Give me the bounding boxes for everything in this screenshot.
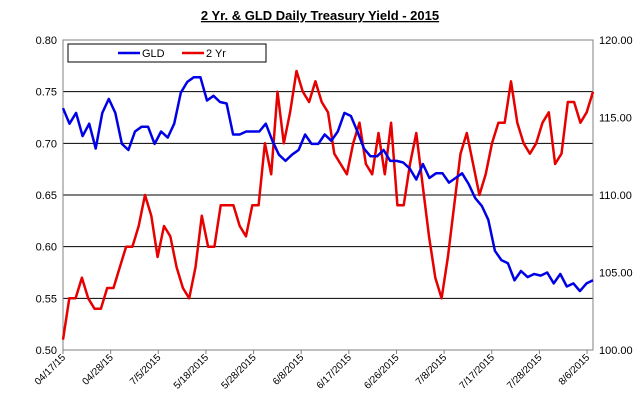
x-tick-label: 8/6/2015 <box>557 352 593 388</box>
right-tick-label: 115.00 <box>599 113 632 125</box>
chart-title: 2 Yr. & GLD Daily Treasury Yield - 2015 <box>201 8 439 23</box>
x-tick-label: 7/28/2015 <box>505 352 545 392</box>
x-axis: 04/17/15 04/28/15 7/5/2015 5/18/2015 5/28/20… <box>33 350 593 392</box>
x-tick-label: 6/26/2015 <box>362 352 402 392</box>
left-tick-label: 0.65 <box>36 190 57 202</box>
left-tick-label: 0.75 <box>36 87 57 99</box>
left-tick-label: 0.80 <box>36 35 57 47</box>
right-tick-label: 105.00 <box>599 268 633 280</box>
legend: GLD 2 Yr <box>67 43 267 63</box>
x-tick-label: 7/17/2015 <box>458 352 498 392</box>
right-tick-label: 110.00 <box>599 190 632 202</box>
left-tick-label: 0.60 <box>36 242 57 254</box>
left-tick-label: 0.70 <box>36 138 57 150</box>
left-y-axis: 0.50 0.55 0.60 0.65 0.70 0.75 0.80 <box>36 35 57 357</box>
x-tick-label: 04/28/15 <box>80 352 116 388</box>
right-tick-label: 100.00 <box>599 345 633 357</box>
series-line-2-yr <box>61 69 595 340</box>
x-tick-label: 7/8/2015 <box>414 352 450 388</box>
series-line-gld <box>61 75 594 293</box>
legend-box <box>67 43 267 63</box>
x-tick-label: 04/17/15 <box>33 352 69 388</box>
left-tick-label: 0.55 <box>36 293 57 305</box>
right-y-axis: 100.00 105.00 110.00 115.00 120.00 <box>599 35 633 357</box>
x-tick-label: 5/18/2015 <box>172 352 212 392</box>
series-layer <box>61 69 595 340</box>
x-tick-label: 6/8/2015 <box>271 352 307 388</box>
legend-label: 2 Yr <box>206 48 226 60</box>
left-tick-label: 0.50 <box>36 345 57 357</box>
grid-layer <box>62 39 594 351</box>
plot-frame <box>62 39 594 351</box>
legend-label: GLD <box>142 48 165 60</box>
x-tick-label: 5/28/2015 <box>219 352 259 392</box>
x-tick-label: 7/5/2015 <box>128 352 164 388</box>
right-tick-label: 120.00 <box>599 35 633 47</box>
x-tick-label: 6/17/2015 <box>315 352 355 392</box>
